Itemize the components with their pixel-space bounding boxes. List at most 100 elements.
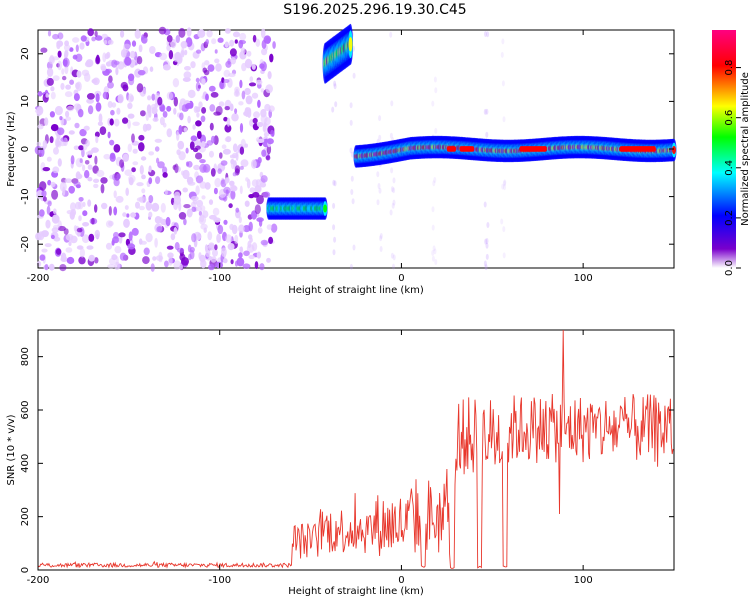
heatmap-cell [87, 105, 94, 115]
heatmap-cell [349, 119, 353, 126]
heatmap-cell [174, 163, 179, 174]
heatmap-cell [239, 246, 243, 252]
heatmap-cell [111, 239, 115, 246]
heatmap-cell [55, 248, 62, 255]
heatmap-cell [91, 36, 96, 42]
heatmap-cell [252, 34, 257, 43]
heatmap-cell [378, 134, 382, 141]
heatmap-cell [126, 213, 130, 218]
heatmap-cell [57, 50, 62, 58]
heatmap-cell [206, 30, 213, 38]
colorbar-tick-label: 0.4 [724, 160, 735, 176]
heatmap-cell [256, 194, 264, 205]
heatmap-cell [156, 226, 163, 233]
heatmap-cell [49, 136, 54, 144]
heatmap-cell [145, 111, 149, 122]
heatmap-cell [213, 217, 221, 223]
heatmap-cell [256, 251, 262, 259]
heatmap-cell [107, 81, 114, 89]
heatmap-cell [46, 77, 54, 86]
heatmap-cell [136, 83, 144, 93]
heatmap-cell [223, 186, 231, 194]
heatmap-cell [432, 180, 436, 187]
heatmap-cell [129, 50, 136, 59]
heatmap-cell [44, 117, 49, 126]
heatmap-cell [228, 203, 233, 209]
heatmap-cell [168, 50, 174, 60]
heatmap-cell [173, 227, 178, 235]
heatmap-cell [155, 176, 161, 185]
heatmap-cell [107, 101, 113, 108]
heatmap-cell [166, 44, 171, 52]
heatmap-cell [139, 165, 144, 175]
heatmap-cell [224, 41, 229, 48]
heatmap-cell [199, 159, 206, 164]
heatmap-cell [352, 72, 356, 79]
heatmap-cell [73, 145, 80, 151]
heatmap-cell [44, 263, 49, 271]
heatmap-cell [170, 233, 176, 241]
heatmap-cell [96, 169, 105, 178]
heatmap-cell [225, 60, 232, 68]
heatmap-cell [102, 91, 109, 100]
heatmap-cell [259, 63, 265, 69]
heatmap-cell [333, 83, 337, 90]
heatmap-cell [392, 254, 396, 261]
heatmap-cell [211, 38, 217, 45]
heatmap-cell [333, 236, 337, 243]
heatmap-cell [268, 105, 275, 112]
heatmap-cell [228, 72, 236, 78]
heatmap-cell [52, 75, 60, 81]
heatmap-cell [149, 46, 156, 54]
heatmap-cell [190, 195, 199, 202]
heatmap-cell [195, 77, 200, 83]
heatmap-cell [84, 160, 90, 165]
heatmap-cell [223, 219, 228, 225]
heatmap-cell [42, 140, 48, 149]
heatmap-cell [42, 167, 51, 172]
y-tick-label: 10 [20, 95, 31, 108]
heatmap-cell [154, 146, 160, 152]
x-tick-label: -100 [208, 575, 231, 586]
heatmap-cell [334, 101, 338, 108]
heatmap-cell [52, 208, 57, 215]
colorbar-tick-label: 0.8 [724, 60, 735, 76]
heatmap-cell [150, 263, 155, 272]
heatmap-cell [47, 200, 52, 207]
heatmap-cell [208, 263, 215, 271]
heatmap-cell [219, 152, 223, 159]
heatmap-cell [390, 167, 394, 174]
heatmap-cell [79, 128, 87, 137]
heatmap-cell [173, 195, 181, 206]
heatmap-cell [157, 96, 163, 106]
heatmap-cell [148, 165, 152, 173]
heatmap-cell [224, 106, 231, 111]
heatmap-cell [122, 84, 129, 92]
heatmap-cell [143, 247, 150, 256]
heatmap-cell [261, 149, 267, 157]
snr-y-ticks: 0 200 400 600 800 [20, 347, 674, 573]
heatmap-cell [49, 111, 56, 118]
spectrogram-y-ticks: -20 -10 0 10 20 [20, 47, 674, 252]
heatmap-cell [217, 224, 224, 235]
heatmap-cell [74, 122, 80, 129]
heatmap-cell [200, 205, 206, 212]
heatmap-cell [182, 187, 188, 193]
heatmap-cell [485, 242, 489, 249]
heatmap-cell [191, 206, 197, 212]
heatmap-cell [350, 175, 354, 182]
heatmap-cell [36, 106, 44, 116]
heatmap-cell [137, 69, 146, 76]
heatmap-cell [120, 30, 125, 38]
heatmap-cell [103, 153, 111, 160]
heatmap-cell [48, 56, 55, 65]
heatmap-cell [187, 89, 196, 99]
heatmap-cell [186, 208, 193, 218]
heatmap-cell [248, 234, 253, 240]
heatmap-cell [50, 234, 55, 240]
heatmap-cell [120, 49, 127, 58]
heatmap-cell [122, 117, 129, 124]
heatmap-cell [93, 178, 100, 183]
heatmap-cell [503, 180, 506, 187]
heatmap-cell [210, 256, 217, 263]
